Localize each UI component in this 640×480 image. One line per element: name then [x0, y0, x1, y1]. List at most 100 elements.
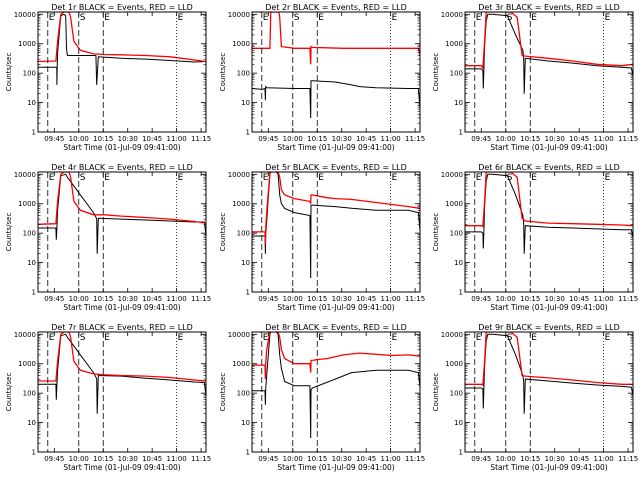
y-tick-label: 100	[23, 230, 36, 238]
x-tick-label: 10:00	[283, 135, 303, 143]
series-group	[38, 12, 206, 85]
x-axis-label: Start Time (01-Jul-09 09:41:00)	[63, 463, 180, 472]
panel-title: Det 8r BLACK = Events, RED = LLD	[265, 323, 407, 332]
x-tick-label: 10:45	[356, 295, 376, 303]
flag-label: S	[507, 333, 513, 343]
x-tick-label: 11:00	[167, 295, 187, 303]
y-tick-label: 10	[454, 419, 463, 427]
y-tick-label: 100	[450, 390, 463, 398]
x-tick-label: 11:00	[594, 455, 614, 463]
y-tick-label: 1000	[232, 40, 250, 48]
y-tick-label: 100	[23, 390, 36, 398]
chart-panel: E S E E 09:45 10:00 10:15 10:30 10:45 11:00 11:15 1…	[219, 323, 425, 472]
y-axis-label: Counts/sec	[5, 213, 13, 252]
x-tick-label: 10:00	[69, 135, 89, 143]
flag-label: E	[104, 173, 110, 183]
x-tick-label: 10:45	[569, 135, 589, 143]
flag-label: E	[318, 13, 324, 23]
flag-label: E	[605, 333, 611, 343]
series-group	[465, 12, 633, 94]
flag-label: E	[531, 13, 537, 23]
y-axis-label: Counts/sec	[219, 373, 227, 412]
panel-title: Det 6r BLACK = Events, RED = LLD	[478, 163, 620, 172]
series-group	[465, 172, 633, 254]
y-axis-label: Counts/sec	[432, 373, 440, 412]
y-tick-label: 1	[459, 129, 463, 137]
y-tick-label: 1000	[445, 200, 463, 208]
series-line-lld	[465, 12, 633, 70]
plot-frame	[251, 11, 421, 133]
series-line-lld	[38, 172, 206, 225]
series-group	[38, 332, 206, 414]
series-line-events	[465, 333, 633, 414]
x-tick-label: 10:15	[520, 295, 540, 303]
y-tick-label: 10	[27, 419, 36, 427]
x-tick-label: 11:00	[381, 135, 401, 143]
y-tick-label: 10000	[441, 171, 463, 179]
series-group	[252, 332, 420, 439]
y-tick-label: 10000	[14, 171, 36, 179]
chart-panel: E S E E 09:45 10:00 10:15 10:30 10:45 11:00 11:15 1…	[432, 3, 638, 152]
x-tick-label: 10:00	[283, 455, 303, 463]
plot-frame	[37, 331, 207, 453]
x-axis-label: Start Time (01-Jul-09 09:41:00)	[277, 303, 394, 312]
plot-frame	[251, 171, 421, 293]
y-tick-label: 1000	[232, 360, 250, 368]
x-tick-label: 11:15	[618, 455, 638, 463]
series-line-lld	[38, 12, 206, 63]
y-tick-label: 1000	[445, 40, 463, 48]
series-line-lld	[465, 172, 633, 228]
panel-title: Det 3r BLACK = Events, RED = LLD	[478, 3, 620, 12]
chart-panel: E S E E 09:45 10:00 10:15 10:30 10:45 11:00 11:15 1…	[432, 323, 638, 472]
series-line-events	[38, 333, 206, 414]
plot-frame	[464, 331, 634, 453]
panel-title: Det 5r BLACK = Events, RED = LLD	[265, 163, 407, 172]
x-tick-label: 11:15	[191, 135, 211, 143]
y-tick-label: 100	[237, 230, 250, 238]
x-tick-label: 10:30	[118, 135, 138, 143]
y-tick-label: 1	[32, 129, 36, 137]
y-tick-label: 100	[237, 70, 250, 78]
y-axis-label: Counts/sec	[5, 373, 13, 412]
chart-panel: E S E E 09:45 10:00 10:15 10:30 10:45 11:00 11:15 1…	[5, 3, 211, 152]
flag-label: S	[507, 13, 513, 23]
x-axis-label: Start Time (01-Jul-09 09:41:00)	[277, 463, 394, 472]
y-tick-label: 100	[450, 70, 463, 78]
x-tick-label: 10:45	[142, 455, 162, 463]
flag-label: S	[80, 173, 86, 183]
y-tick-label: 100	[23, 70, 36, 78]
y-tick-label: 10000	[228, 11, 250, 19]
flag-label: E	[392, 333, 398, 343]
x-tick-label: 10:15	[307, 455, 327, 463]
flag-label: S	[294, 13, 300, 23]
y-tick-label: 10	[454, 99, 463, 107]
flag-label: S	[80, 333, 86, 343]
x-tick-label: 10:00	[496, 135, 516, 143]
chart-panel: E S E E 09:45 10:00 10:15 10:30 10:45 11:00 11:15 1…	[432, 163, 638, 312]
x-tick-label: 10:15	[93, 455, 113, 463]
x-tick-label: 11:00	[167, 135, 187, 143]
y-tick-label: 1	[32, 289, 36, 297]
x-tick-label: 10:30	[118, 295, 138, 303]
x-tick-label: 10:15	[307, 295, 327, 303]
x-tick-label: 09:45	[471, 295, 491, 303]
x-tick-label: 09:45	[44, 455, 64, 463]
x-tick-label: 10:15	[520, 135, 540, 143]
flag-label: E	[49, 13, 55, 23]
x-tick-label: 11:15	[405, 135, 425, 143]
flag-label: E	[605, 13, 611, 23]
y-tick-label: 10000	[441, 331, 463, 339]
series-group	[252, 12, 420, 119]
flag-label: E	[104, 333, 110, 343]
x-tick-label: 11:00	[381, 455, 401, 463]
series-line-events	[252, 80, 420, 119]
series-group	[465, 332, 633, 414]
x-tick-label: 09:45	[44, 295, 64, 303]
series-line-events	[252, 172, 420, 279]
x-tick-label: 10:30	[545, 135, 565, 143]
x-tick-label: 10:30	[332, 295, 352, 303]
series-line-lld	[38, 332, 206, 382]
series-group	[252, 172, 420, 279]
